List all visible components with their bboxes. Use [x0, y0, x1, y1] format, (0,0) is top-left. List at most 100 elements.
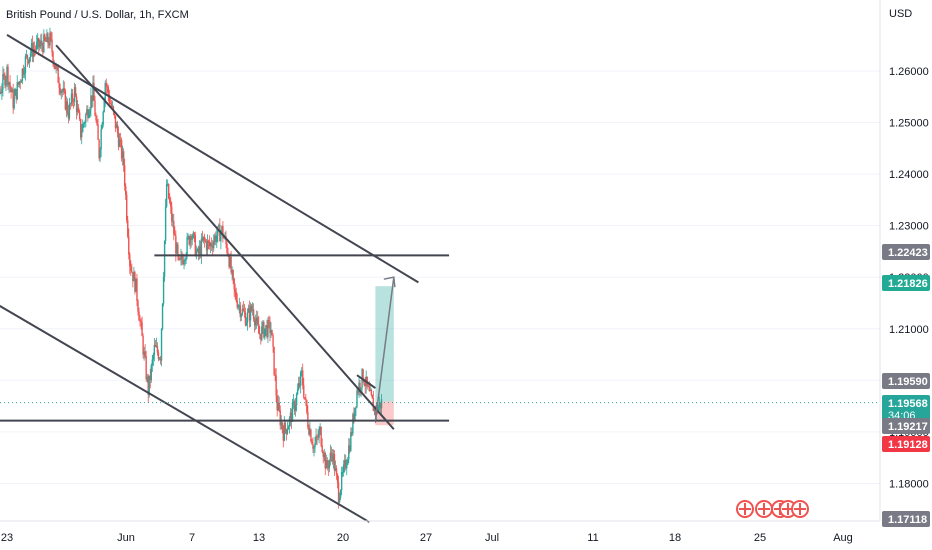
- candle: [0, 85, 2, 95]
- uk-flag-event-icon[interactable]: [791, 500, 809, 518]
- flag-upper-line[interactable]: [356, 374, 376, 389]
- candle: [125, 183, 127, 201]
- candle: [207, 239, 210, 250]
- candle: [319, 423, 321, 436]
- candle: [293, 399, 296, 416]
- candle: [176, 242, 178, 255]
- candle: [96, 115, 98, 126]
- price-label: 1.22423: [882, 244, 930, 260]
- middle-trendline[interactable]: [55, 44, 395, 430]
- candle: [23, 66, 26, 79]
- candle: [14, 87, 16, 96]
- candle: [274, 368, 276, 382]
- candle: [359, 380, 361, 396]
- candle: [303, 377, 305, 400]
- economic-events[interactable]: [736, 500, 809, 518]
- candle: [48, 37, 50, 48]
- candle: [196, 247, 199, 253]
- candle: [277, 394, 279, 412]
- candle: [380, 394, 383, 414]
- candle: [114, 115, 117, 132]
- candle: [144, 344, 146, 359]
- candle: [62, 80, 64, 95]
- svg-text:1.21826: 1.21826: [888, 278, 928, 290]
- drawing-layer[interactable]: [0, 34, 880, 523]
- candle: [54, 64, 56, 70]
- candle: [11, 87, 13, 93]
- candle: [348, 438, 350, 463]
- candle: [2, 66, 4, 97]
- candle: [304, 397, 306, 401]
- candle: [317, 429, 319, 441]
- candle: [297, 376, 300, 391]
- candle: [185, 252, 187, 264]
- candle: [308, 424, 310, 436]
- chart-title: British Pound / U.S. Dollar, 1h, FXCM: [6, 9, 189, 21]
- candle: [208, 235, 211, 250]
- svg-text:1.17118: 1.17118: [888, 514, 927, 526]
- y-tick-label: 1.21000: [889, 324, 929, 336]
- uk-flag-event-icon[interactable]: [736, 500, 754, 518]
- candle: [312, 437, 314, 454]
- candle: [150, 363, 152, 384]
- x-tick-label: 11: [587, 532, 598, 544]
- candle: [231, 266, 233, 281]
- candle: [214, 233, 216, 245]
- candle: [316, 434, 318, 446]
- candle: [146, 373, 148, 383]
- x-tick-label: Aug: [833, 532, 853, 544]
- candle: [323, 448, 325, 462]
- currency-label: USD: [889, 8, 912, 20]
- y-tick-label: 1.18000: [889, 478, 929, 490]
- candle: [345, 454, 347, 471]
- projection-arrow[interactable]: [374, 277, 395, 421]
- candle: [69, 102, 72, 110]
- candle: [189, 233, 191, 250]
- candle: [209, 241, 212, 254]
- candle: [356, 387, 358, 409]
- uk-flag-event-icon[interactable]: [755, 500, 773, 518]
- candle: [115, 121, 118, 129]
- candle: [271, 329, 273, 336]
- x-tick-label: Jul: [485, 532, 499, 544]
- lower-channel-line[interactable]: [0, 303, 370, 523]
- svg-text:1.19568: 1.19568: [888, 398, 928, 410]
- price-label: 1.19217: [882, 418, 930, 434]
- candle: [133, 266, 135, 282]
- candle: [151, 354, 154, 373]
- price-label: 1.17118: [882, 511, 930, 527]
- candle: [101, 121, 103, 130]
- candle: [218, 223, 220, 228]
- upper-channel-line[interactable]: [6, 34, 419, 284]
- candle: [282, 425, 284, 448]
- candle: [131, 263, 133, 273]
- candle: [43, 29, 45, 54]
- candle: [284, 421, 287, 434]
- grid-lines: [0, 70, 880, 484]
- candle: [351, 427, 353, 437]
- candle: [60, 89, 62, 100]
- candle: [118, 133, 121, 148]
- candle: [90, 87, 92, 117]
- candle: [299, 370, 302, 394]
- candle: [183, 253, 185, 270]
- candle: [280, 415, 282, 430]
- candle: [181, 251, 183, 266]
- candle: [165, 179, 168, 208]
- candle: [172, 213, 174, 228]
- candle: [289, 407, 292, 427]
- candle: [309, 421, 311, 437]
- candle: [305, 393, 307, 406]
- candle: [334, 460, 337, 472]
- candle: [129, 252, 131, 275]
- candle: [237, 304, 239, 311]
- candle: [137, 298, 139, 316]
- candle: [141, 316, 143, 337]
- candle: [320, 426, 322, 448]
- x-axis[interactable]: 23 Jun 7 13 20 27 Jul 11 18 25 Aug: [0, 520, 880, 544]
- candle: [290, 408, 293, 430]
- candle: [85, 112, 87, 128]
- candle: [29, 50, 32, 62]
- candle: [240, 313, 243, 321]
